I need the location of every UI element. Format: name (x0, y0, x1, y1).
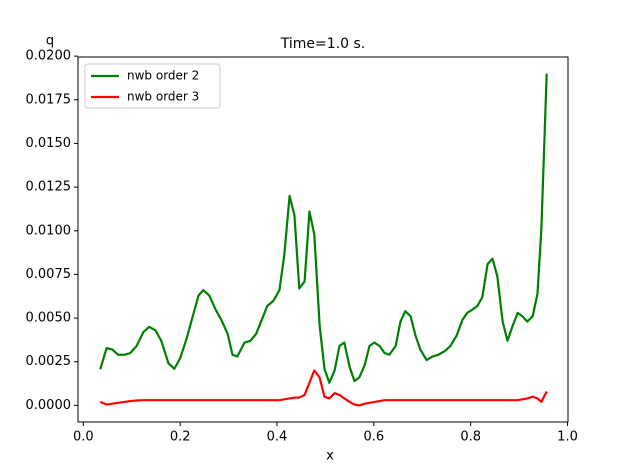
plot-frame (77, 56, 569, 423)
x-tick-label: 0.4 (267, 430, 288, 445)
line-series (99, 73, 548, 384)
x-tick-label: 0.8 (460, 430, 481, 445)
y-tick-label: 0.0125 (26, 180, 72, 195)
x-tick-label: 0.6 (363, 430, 384, 445)
x-axis-label: x (326, 449, 334, 464)
y-tick-label: 0.0050 (26, 311, 72, 326)
legend-label: nwb order 2 (127, 69, 199, 83)
y-tick-label: 0.0100 (26, 223, 72, 238)
line-series (99, 369, 548, 407)
legend-label: nwb order 3 (127, 90, 199, 104)
chart-title: Time=1.0 s. (280, 36, 365, 52)
y-tick-label: 0.0150 (26, 136, 72, 151)
y-tick-label: 0.0000 (26, 398, 72, 413)
y-tick-label: 0.0200 (26, 49, 72, 64)
y-tick-label: 0.0075 (26, 267, 72, 282)
y-tick-label: 0.0175 (26, 92, 72, 107)
x-tick-label: 0.2 (170, 430, 191, 445)
x-tick-label: 0.0 (73, 430, 94, 445)
y-axis-label: q (46, 34, 54, 49)
y-tick-label: 0.0025 (26, 354, 72, 369)
x-tick-label: 1.0 (557, 430, 578, 445)
